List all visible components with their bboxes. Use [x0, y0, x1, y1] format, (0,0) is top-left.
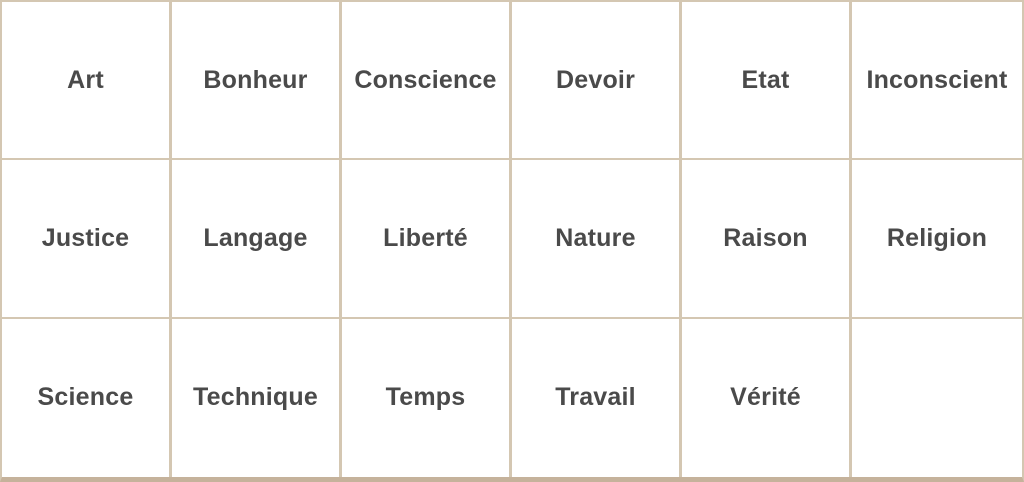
tile-label: Technique — [193, 383, 318, 412]
tile-label: Justice — [41, 223, 130, 252]
tile-label: Temps — [385, 383, 466, 412]
tile-inconscient[interactable]: Inconscient — [852, 2, 1022, 161]
tile-bonheur[interactable]: Bonheur — [172, 2, 342, 161]
tile-label: Etat — [741, 65, 790, 94]
tile-raison[interactable]: Raison — [682, 160, 852, 319]
tile-label: Art — [67, 65, 104, 94]
tile-justice[interactable]: Justice — [2, 160, 172, 319]
tile-art[interactable]: Art — [2, 2, 172, 161]
tile-label: Inconscient — [866, 65, 1008, 94]
tile-nature[interactable]: Nature — [512, 160, 682, 319]
tile-label: Langage — [203, 223, 308, 252]
tile-devoir[interactable]: Devoir — [512, 2, 682, 161]
tile-temps[interactable]: Temps — [342, 318, 512, 477]
tile-label: Devoir — [555, 65, 635, 94]
tile-label: Vérité — [730, 383, 801, 412]
tile-travail[interactable]: Travail — [512, 318, 682, 477]
tile-label: Nature — [555, 223, 636, 252]
tile-conscience[interactable]: Conscience — [342, 2, 512, 161]
tile-science[interactable]: Science — [2, 318, 172, 477]
tile-label: Conscience — [354, 65, 497, 94]
tile-label: Bonheur — [203, 65, 308, 94]
tile-label: Raison — [723, 223, 808, 252]
tile-verite[interactable]: Vérité — [682, 318, 852, 477]
tile-langage[interactable]: Langage — [172, 160, 342, 319]
tile-label: Liberté — [383, 223, 468, 252]
tile-label: Science — [37, 383, 134, 412]
tile-etat[interactable]: Etat — [682, 2, 852, 161]
tile-liberte[interactable]: Liberté — [342, 160, 512, 319]
tile-label: Travail — [555, 383, 636, 412]
tile-label: Religion — [886, 223, 988, 252]
tile-empty[interactable] — [852, 318, 1022, 477]
tile-religion[interactable]: Religion — [852, 160, 1022, 319]
tile-technique[interactable]: Technique — [172, 318, 342, 477]
